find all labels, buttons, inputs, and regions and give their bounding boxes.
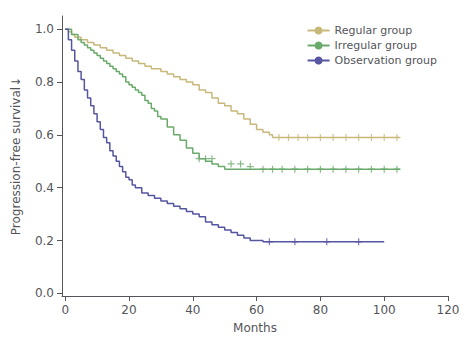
svg-text:60: 60 [249,303,264,317]
svg-text:Irregular group: Irregular group [335,39,417,52]
svg-text:1.0: 1.0 [35,22,54,36]
svg-text:Observation group: Observation group [335,54,437,67]
svg-text:100: 100 [373,303,396,317]
svg-text:0.8: 0.8 [35,75,54,89]
svg-text:120: 120 [437,303,460,317]
svg-text:0.4: 0.4 [35,181,54,195]
svg-text:Progression-free survival↓: Progression-free survival↓ [9,77,23,235]
svg-text:0.0: 0.0 [35,286,54,300]
svg-text:40: 40 [185,303,200,317]
svg-text:Regular group: Regular group [335,24,413,37]
svg-text:0.6: 0.6 [35,128,54,142]
svg-text:0.2: 0.2 [35,234,54,248]
svg-text:20: 20 [121,303,136,317]
svg-text:Months: Months [233,321,277,335]
svg-text:0: 0 [61,303,69,317]
svg-text:80: 80 [313,303,328,317]
